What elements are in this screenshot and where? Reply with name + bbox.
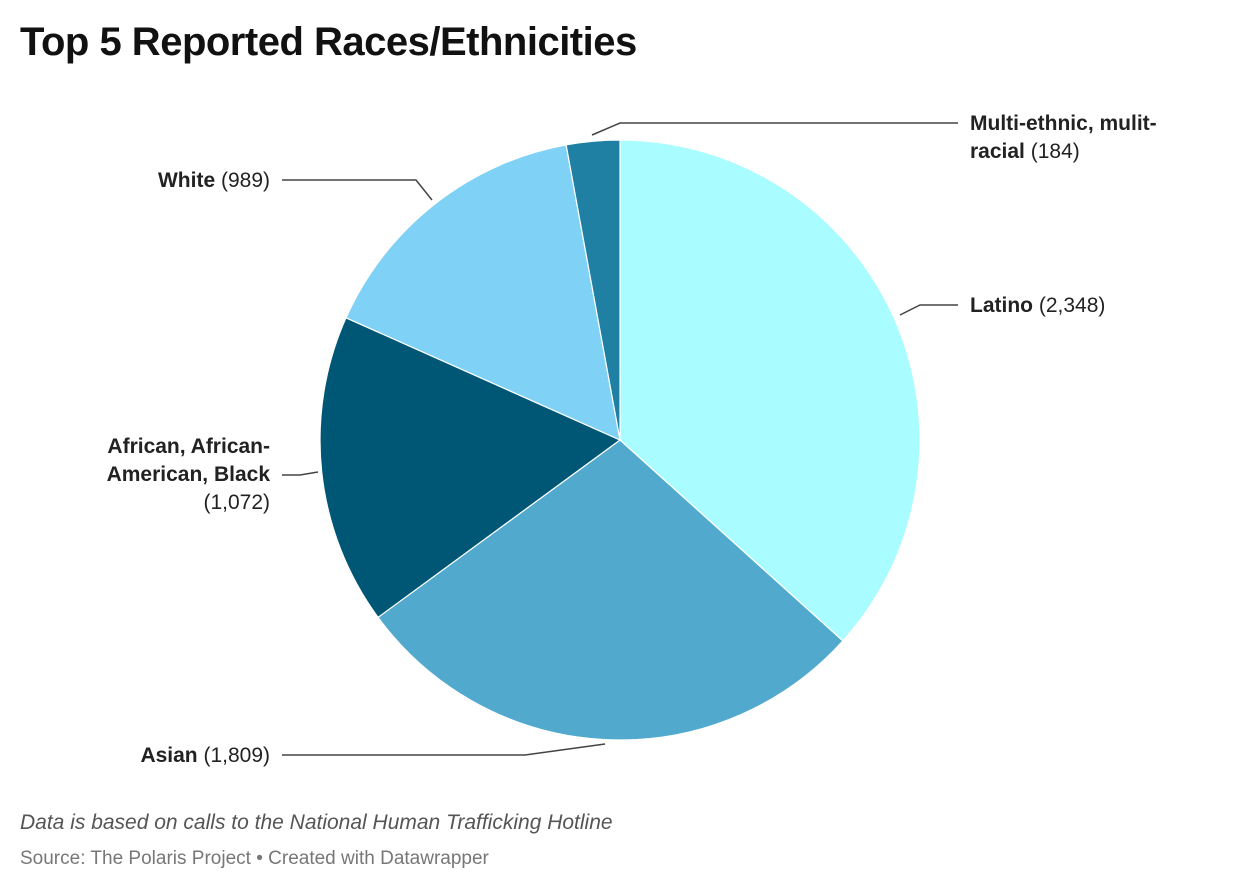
pie-slice-white (345, 144, 621, 442)
chart-title: Top 5 Reported Races/Ethnicities (20, 20, 637, 64)
slice-label-white: White (989) (158, 169, 270, 192)
chart-footer: Source: The Polaris Project • Created wi… (20, 848, 489, 870)
chart-note: Data is based on calls to the National H… (20, 811, 613, 834)
leader-line-african-african-american-black (282, 471, 319, 476)
source-text: Source: The Polaris Project (20, 848, 251, 869)
pie-slice-latino (619, 139, 921, 642)
slice-label-multi-ethnic-mulit-racial: Multi-ethnic, mulit-racial (184) (970, 112, 1157, 163)
leader-line-white (282, 179, 433, 201)
pie-slice-african-african-american-black (319, 316, 622, 619)
slice-label-african-african-american-black: African, African-American, Black (1,072) (107, 435, 271, 514)
leader-line-asian (282, 743, 606, 756)
footer-separator: • (256, 848, 263, 869)
leader-line-latino (899, 304, 958, 316)
slice-label-latino: Latino (2,348) (970, 294, 1105, 317)
created-with-text: Created with Datawrapper (268, 848, 489, 869)
slice-labels: Latino (2,348) Asian (1,809) African, Afri… (107, 112, 1157, 767)
slice-label-asian: Asian (1,809) (140, 744, 270, 767)
pie-slices (319, 139, 921, 741)
pie-slice-asian (377, 439, 844, 741)
pie-slice-multi-ethnic-mulit-racial (565, 139, 621, 441)
leader-lines (282, 122, 958, 756)
leader-line-multi-ethnic-mulit-racial (591, 122, 958, 136)
